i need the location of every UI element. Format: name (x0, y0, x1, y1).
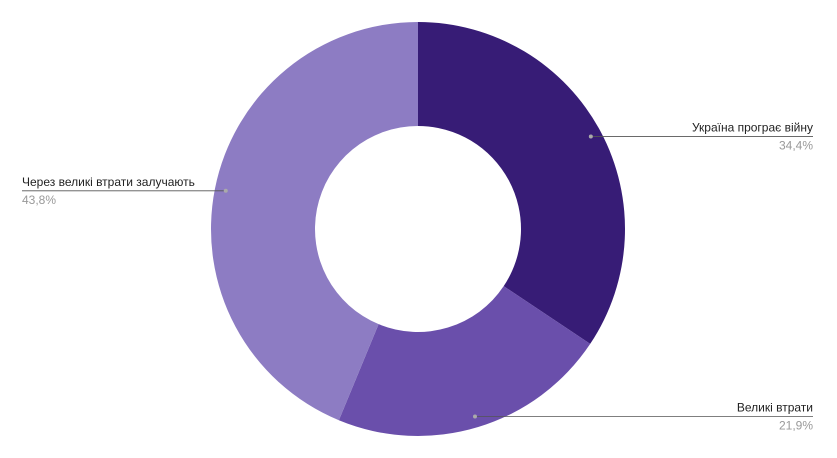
donut-slice (210, 22, 418, 421)
slice-value-label: 21,9% (779, 419, 813, 433)
leader-dot (472, 414, 477, 419)
slice-value-label: 34,4% (779, 139, 813, 153)
donut-slice (338, 286, 591, 437)
slice-value-label: 43,8% (22, 193, 56, 207)
leader-dot (588, 134, 593, 139)
slice-label: Великі втрати (737, 401, 813, 415)
slice-label: Через великі втрати залучають (22, 175, 195, 189)
leader-dot (223, 188, 228, 193)
slice-label: Україна програє війну (692, 121, 813, 135)
donut-slice (418, 22, 626, 344)
